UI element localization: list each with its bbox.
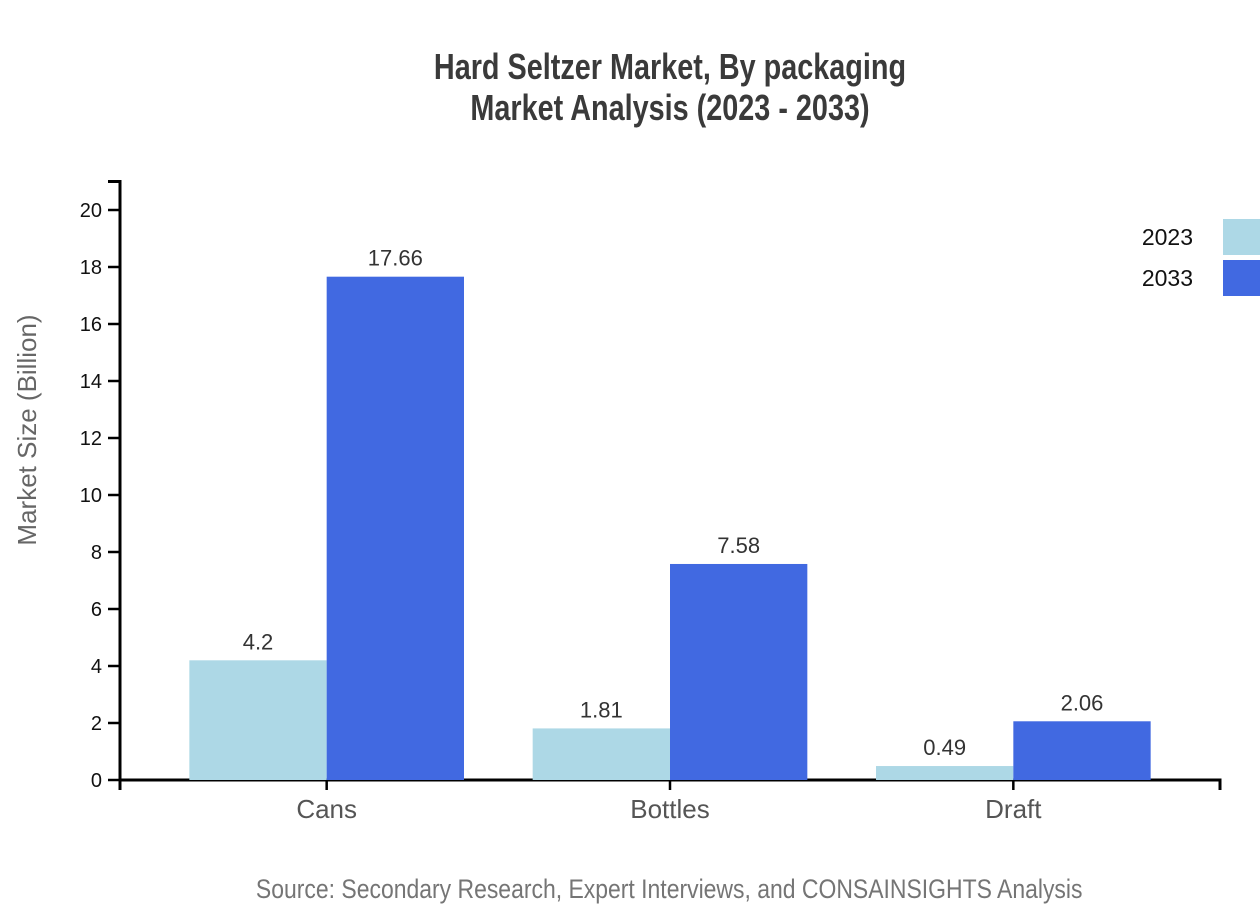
y-tick-label-6: 6 (91, 599, 102, 621)
y-tick-label-8: 8 (91, 542, 102, 564)
value-label-2023-bottles: 1.81 (580, 697, 623, 722)
bar-2033-draft (1013, 721, 1151, 780)
bar-2033-cans (326, 276, 464, 780)
y-tick-label-0: 0 (91, 770, 102, 792)
x-category-label-draft: Draft (985, 794, 1042, 824)
legend-label-2023: 2023 (1142, 224, 1193, 250)
y-tick-label-2: 2 (91, 713, 102, 735)
legend-swatch-2023 (1223, 219, 1260, 255)
value-label-2033-bottles: 7.58 (717, 533, 760, 558)
value-label-2023-draft: 0.49 (923, 735, 966, 760)
chart-title: Hard Seltzer Market, By packaging Market… (246, 46, 1094, 128)
y-tick-label-14: 14 (80, 371, 102, 393)
bar-2023-bottles (532, 728, 670, 780)
legend-swatch-2033 (1223, 260, 1260, 296)
bar-2023-cans (189, 660, 327, 780)
legend-label-2033: 2033 (1142, 265, 1193, 291)
value-label-2023-cans: 4.2 (243, 629, 274, 654)
bar-2033-bottles (670, 563, 808, 780)
x-category-label-bottles: Bottles (630, 794, 710, 824)
y-axis-title: Market Size (Billion) (12, 314, 42, 545)
y-tick-label-20: 20 (80, 200, 102, 222)
source-note-text: Source: Secondary Research, Expert Inter… (255, 874, 1083, 904)
source-note: Source: Secondary Research, Expert Inter… (78, 874, 1260, 904)
chart-title-line1: Hard Seltzer Market, By packaging (433, 46, 907, 87)
y-tick-label-16: 16 (80, 314, 102, 336)
x-category-label-cans: Cans (296, 794, 357, 824)
value-label-2033-draft: 2.06 (1061, 690, 1104, 715)
y-tick-label-10: 10 (80, 485, 102, 507)
chart-title-line2: Market Analysis (2023 - 2033) (470, 87, 870, 128)
y-tick-label-18: 18 (80, 257, 102, 279)
y-axis-line (108, 180, 122, 780)
y-tick-label-4: 4 (91, 656, 102, 678)
y-tick-label-12: 12 (80, 428, 102, 450)
value-label-2033-cans: 17.66 (368, 246, 423, 271)
bar-2023-draft (876, 766, 1014, 780)
